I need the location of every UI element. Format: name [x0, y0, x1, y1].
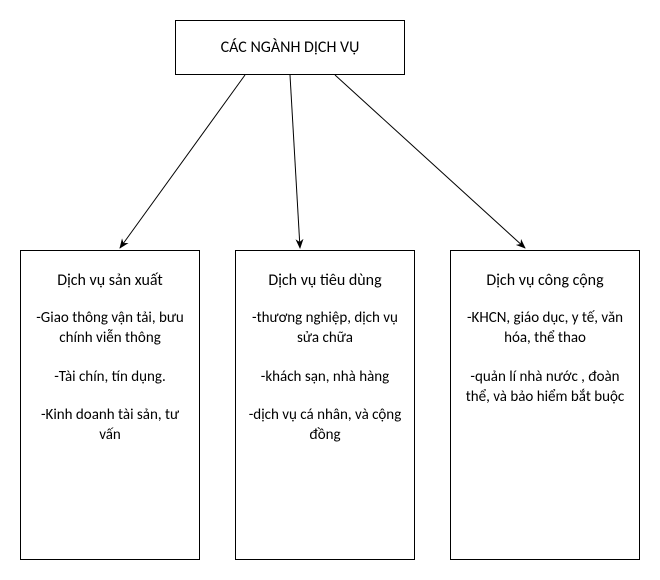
child-title-1: Dịch vụ tiêu dùng [246, 271, 404, 290]
edge-0 [120, 75, 245, 248]
child-item: -Giao thông vận tải, bưu chính viễn thôn… [31, 308, 189, 349]
child-item: -Kinh doanh tài sản, tư vấn [31, 405, 189, 446]
child-item: -thương nghiệp, dịch vụ sửa chữa [246, 308, 404, 349]
child-item: -KHCN, giáo dục, y tế, văn hóa, thể thao [461, 308, 629, 349]
child-node-1: Dịch vụ tiêu dùng -thương nghiệp, dịch v… [235, 250, 415, 560]
root-label: CÁC NGÀNH DỊCH VỤ [221, 38, 360, 57]
child-item: -Tài chín, tín dụng. [31, 367, 189, 387]
root-node: CÁC NGÀNH DỊCH VỤ [175, 20, 405, 75]
child-title-0: Dịch vụ sản xuất [31, 271, 189, 290]
child-node-2: Dịch vụ công cộng -KHCN, giáo dục, y tế,… [450, 250, 640, 560]
child-title-2: Dịch vụ công cộng [461, 271, 629, 290]
child-item: -dịch vụ cá nhân, và cộng đồng [246, 405, 404, 446]
edge-2 [335, 75, 525, 248]
child-item: -quản lí nhà nước , đoàn thể, và bảo hiể… [461, 367, 629, 408]
edge-1 [290, 75, 300, 248]
child-item: -khách sạn, nhà hàng [246, 367, 404, 387]
child-node-0: Dịch vụ sản xuất -Giao thông vận tải, bư… [20, 250, 200, 560]
child-items-0: -Giao thông vận tải, bưu chính viễn thôn… [31, 308, 189, 445]
child-items-2: -KHCN, giáo dục, y tế, văn hóa, thể thao… [461, 308, 629, 407]
child-items-1: -thương nghiệp, dịch vụ sửa chữa -khách … [246, 308, 404, 445]
